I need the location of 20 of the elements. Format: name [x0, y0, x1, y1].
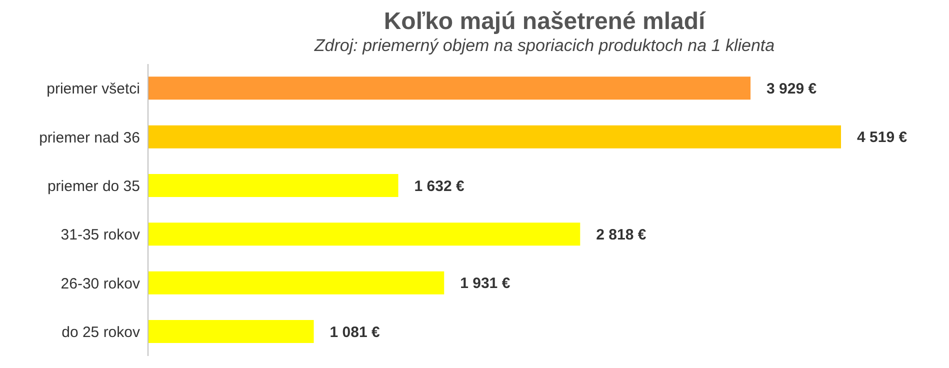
y-tick-label: priemer do 35 — [47, 178, 140, 195]
bar — [148, 174, 398, 197]
y-tick-label: priemer všetci — [46, 80, 140, 98]
chart-subtitle: Zdroj: priemerný objem na sporiacich produktoch na 1 klienta — [313, 36, 776, 56]
data-label: 1 632 € — [414, 178, 465, 195]
y-tick-label: 31-35 rokov — [60, 226, 140, 244]
bar — [148, 76, 751, 100]
data-label: 3 929 € — [766, 80, 818, 98]
data-label: 1 081 € — [330, 324, 380, 341]
data-label: 2 818 € — [596, 226, 647, 244]
bar — [148, 125, 841, 148]
chart-title: Koľko majú našetrené mladí — [382, 8, 707, 36]
y-tick-label: priemer nad 36 — [39, 129, 140, 146]
y-tick-label: 26-30 rokov — [60, 275, 140, 292]
data-label: 4 519 € — [857, 129, 908, 146]
data-label: 1 931 € — [460, 275, 511, 292]
bar — [148, 320, 314, 343]
bar — [148, 271, 444, 294]
y-tick-label: do 25 rokov — [62, 324, 140, 341]
bar — [148, 222, 580, 246]
